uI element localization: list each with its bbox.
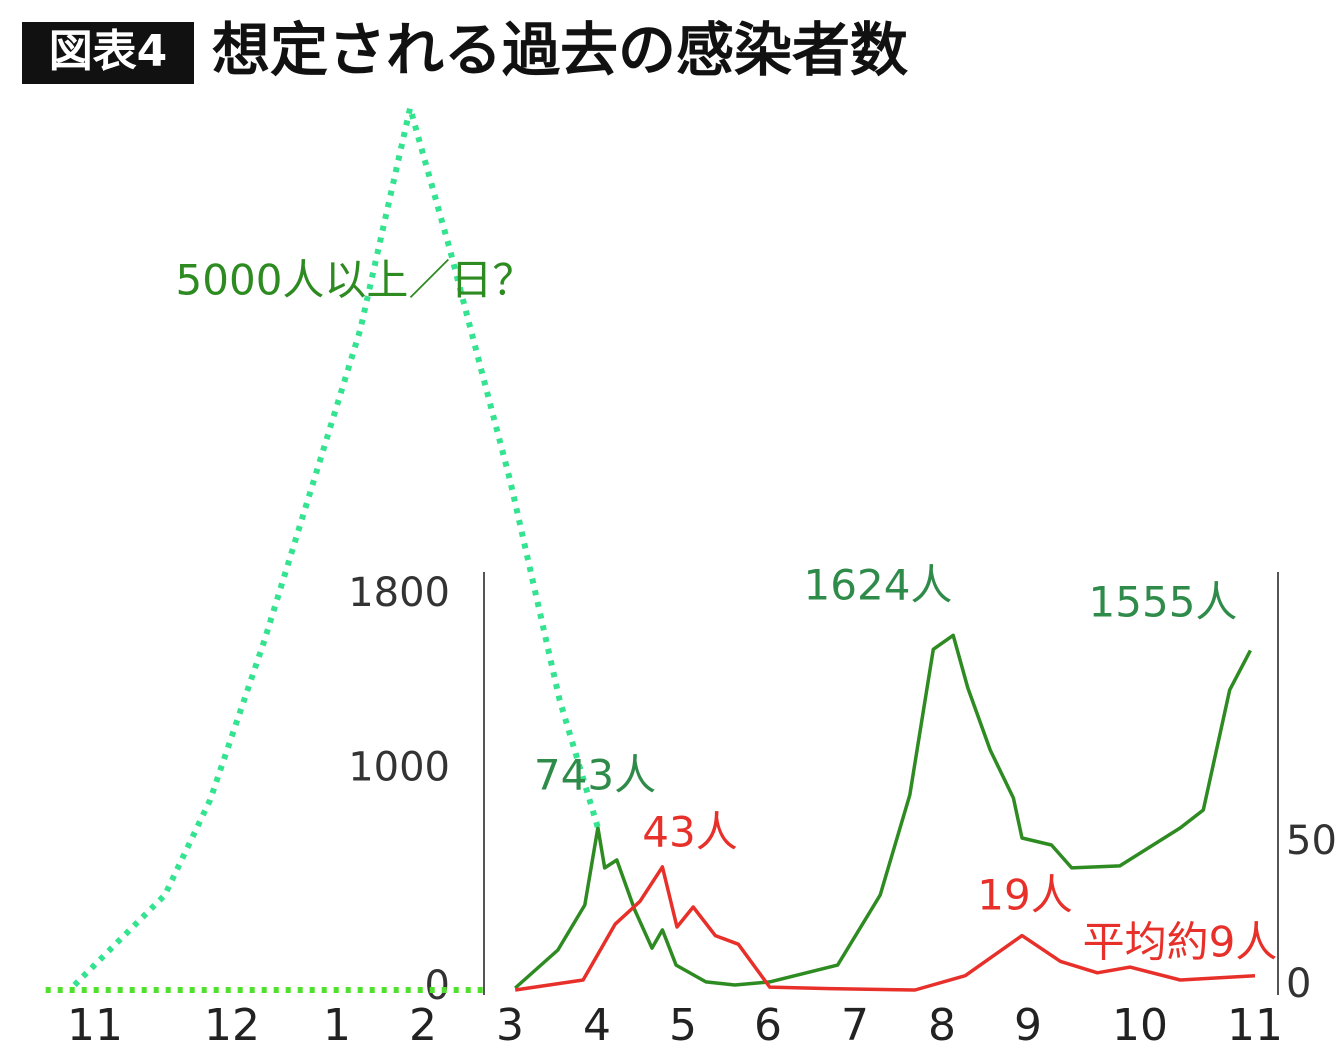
x-tick-label: 7: [841, 1000, 869, 1051]
x-tick-label: 11: [1227, 1000, 1283, 1051]
y2-tick-label: 50: [1286, 818, 1337, 864]
annotation: 43人: [642, 808, 737, 857]
x-tick-label: 12: [204, 1000, 260, 1051]
x-tick-label: 6: [754, 1000, 782, 1051]
x-tick-label: 10: [1112, 1000, 1168, 1051]
chart-title: 想定される過去の感染者数: [212, 16, 908, 84]
title-badge: [22, 22, 194, 84]
x-tick-label: 4: [583, 1000, 611, 1051]
x-tick-label: 9: [1014, 1000, 1042, 1051]
annotation: 1624人: [804, 561, 953, 610]
x-tick-label: 5: [669, 1000, 697, 1051]
x-tick-label: 3: [496, 1000, 524, 1051]
data-line: [514, 633, 1252, 990]
data-line: [72, 105, 601, 988]
annotation: 1555人: [1089, 578, 1238, 627]
x-tick-label: 8: [928, 1000, 956, 1051]
y-tick-label: 1000: [348, 745, 450, 791]
x-tick-label: 2: [409, 1000, 437, 1051]
annotation: 743人: [534, 751, 656, 800]
y-tick-label: 0: [425, 963, 450, 1009]
data-line: [514, 865, 1256, 992]
x-tick-label: 1: [323, 1000, 351, 1051]
y-tick-label: 1800: [348, 570, 450, 616]
x-tick-label: 11: [67, 1000, 123, 1051]
annotation: 19人: [977, 871, 1072, 920]
y2-tick-label: 0: [1286, 961, 1311, 1007]
annotation: 5000人以上／日？: [176, 256, 535, 305]
annotation: 平均約9人: [1083, 918, 1278, 967]
chart-badge-text: 図表4: [49, 26, 168, 77]
